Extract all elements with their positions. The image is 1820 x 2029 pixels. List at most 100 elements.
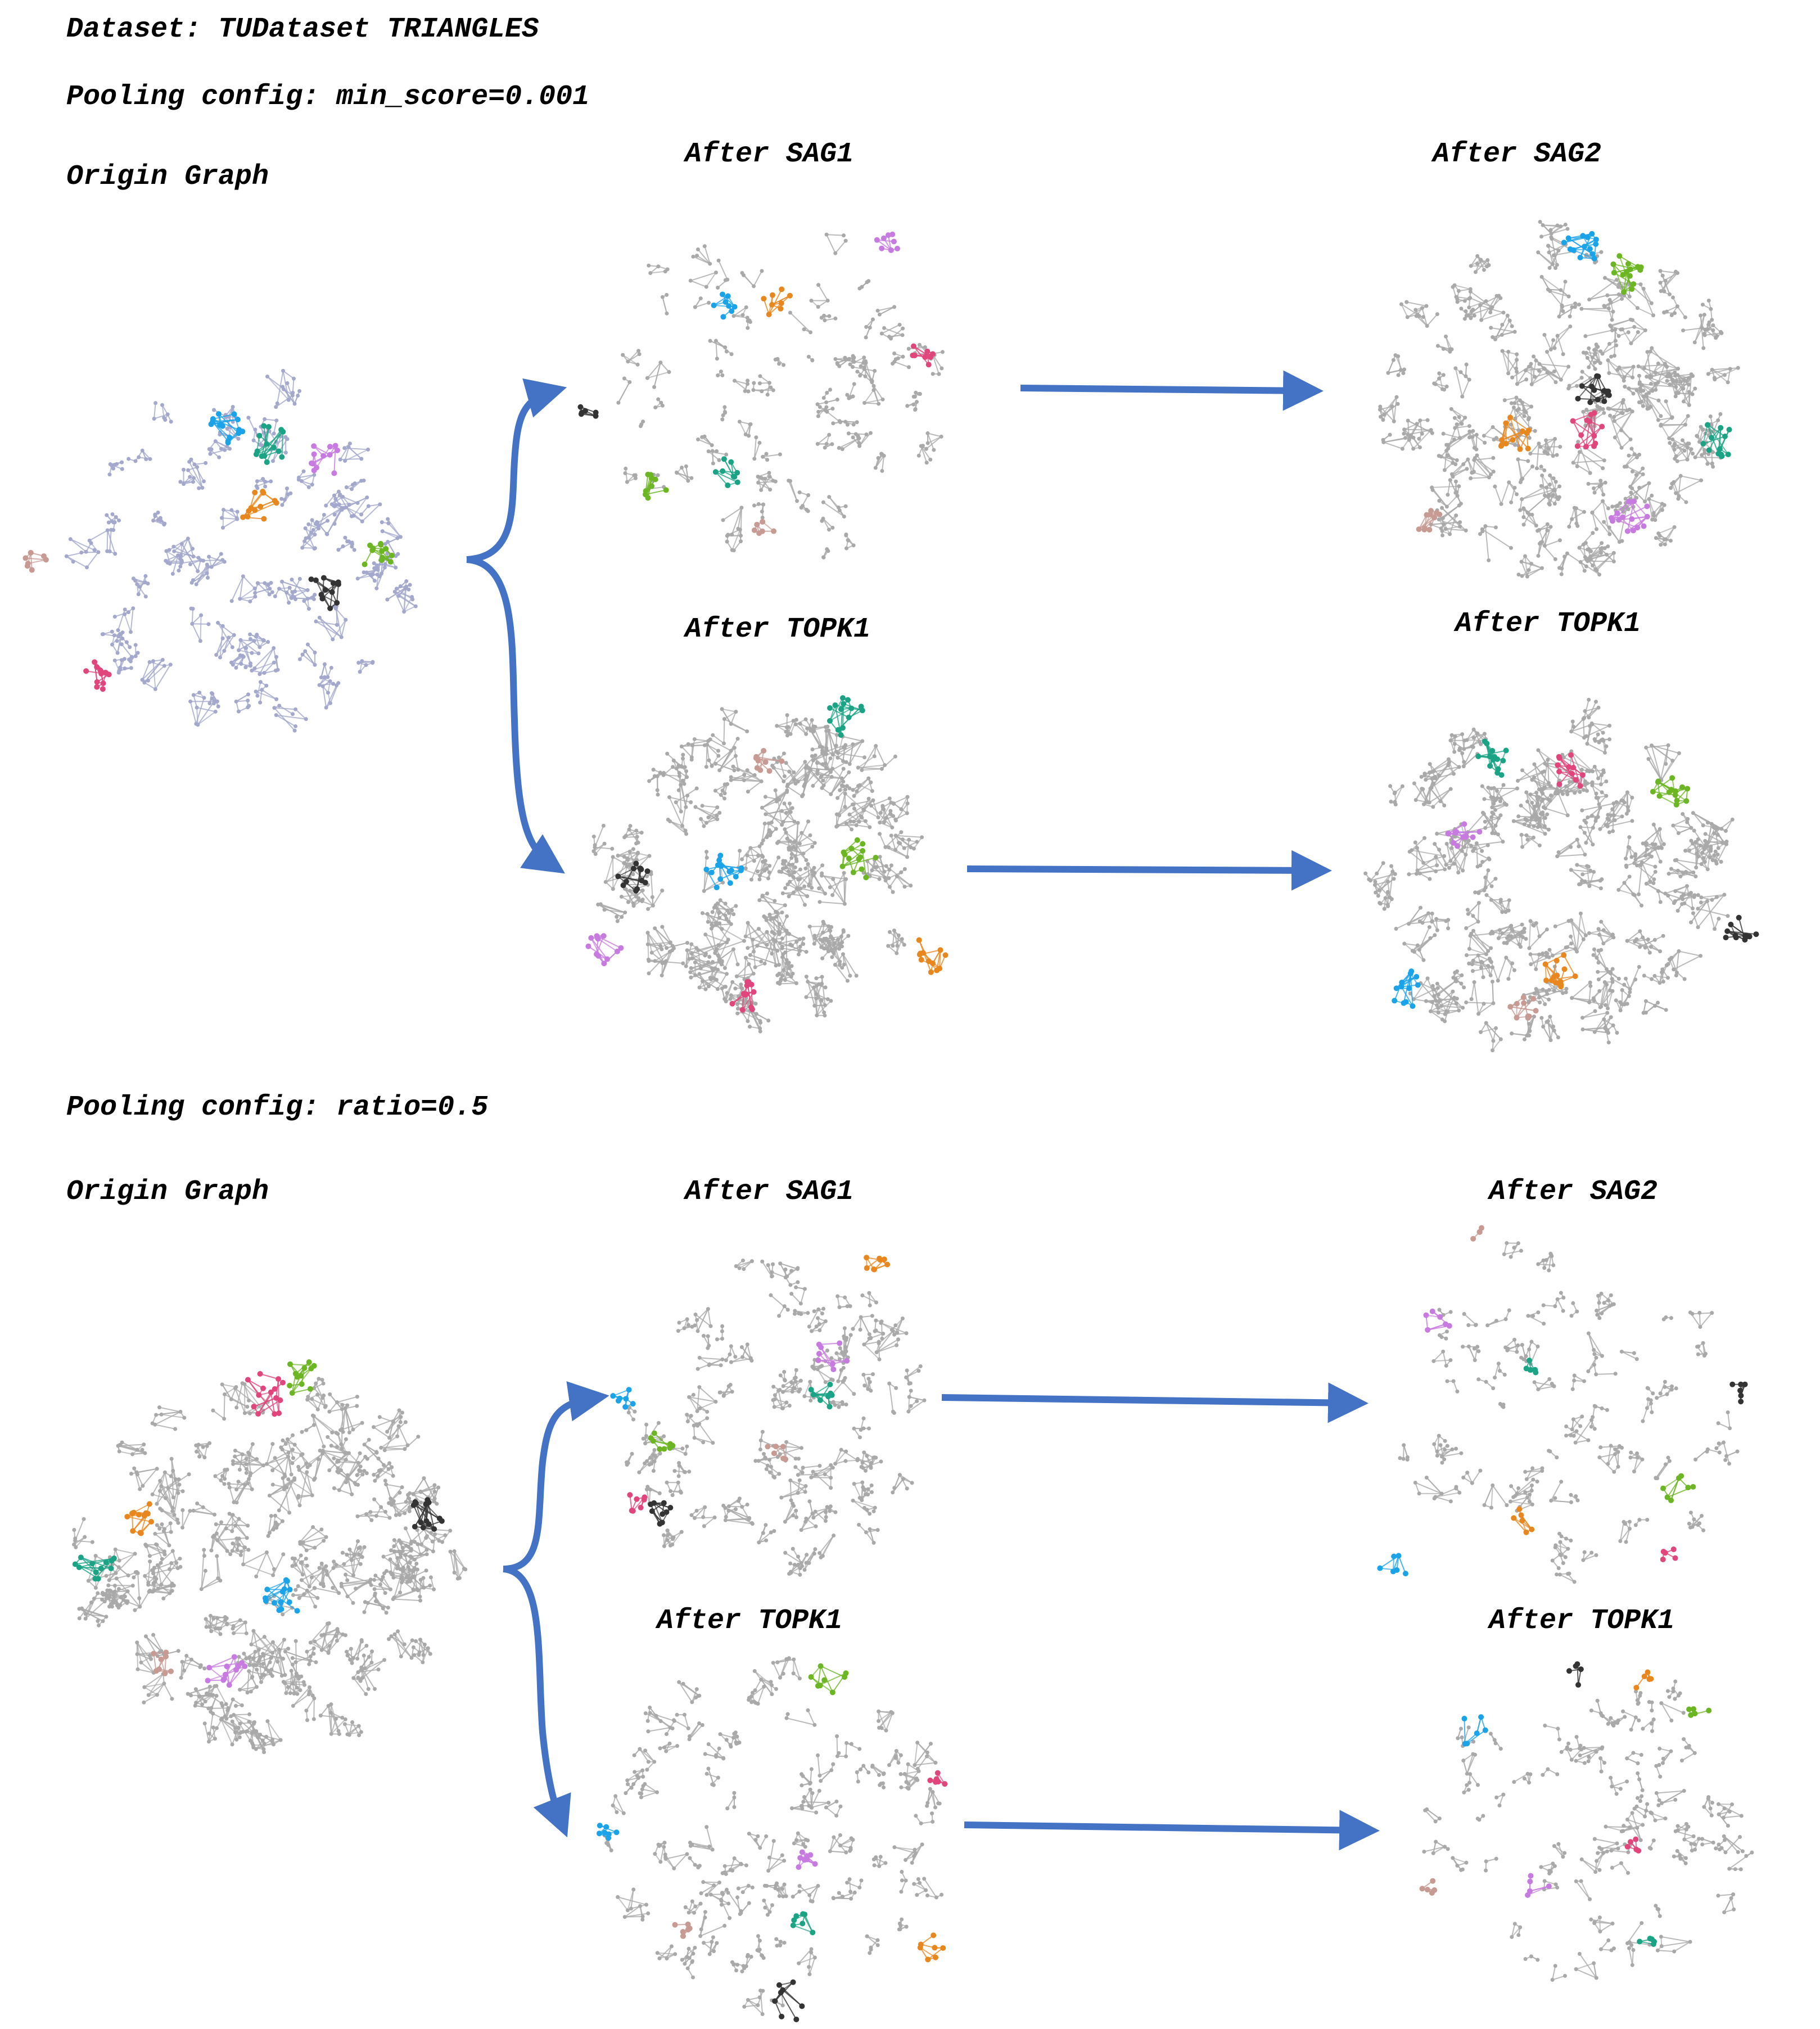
highlight-cluster-green [839,837,879,881]
graph-cluster [1589,1915,1615,1934]
graph-cluster [806,354,815,363]
branch-arrow-sag1-1 [466,378,567,563]
graph-cluster [1552,1842,1567,1859]
graph-cluster [1666,949,1702,981]
graph-cluster [757,891,787,914]
graph-cluster [290,1646,316,1666]
graph-cluster [1706,366,1740,385]
graph-cluster [265,368,296,409]
graph-cluster [1467,1772,1480,1787]
graph-cluster [920,431,943,452]
graph-cluster [1544,1252,1553,1273]
graph-cluster [785,768,813,799]
graph-cluster [1589,1404,1609,1429]
graph-cluster [1540,473,1560,506]
graph-cluster [254,477,273,490]
graph-cluster [1516,758,1553,794]
graph-cluster [1407,836,1447,876]
graph-cluster [736,1883,755,1895]
highlight-cluster-blue [703,853,744,891]
graph-cluster [685,1413,700,1428]
graph-cluster [848,355,866,368]
graph-cluster [1654,1904,1662,1918]
graph-cluster [788,310,813,335]
graph-cluster [272,704,308,733]
graph-cluster [787,831,817,858]
graph-cluster [815,398,839,407]
graph-cluster [892,351,905,362]
graph-cluster [1402,925,1437,962]
graph-cluster [179,1653,207,1680]
graph-cluster [1462,1783,1471,1794]
graph-cluster [756,1949,766,1960]
graph-cluster [1625,929,1665,955]
graph-cluster [1473,868,1498,895]
graph-cluster [1406,418,1434,442]
graph-cluster [905,400,919,412]
graph-cluster [189,606,211,643]
graph-cluster [186,457,208,490]
graph-cluster [1521,988,1550,1005]
graph-cluster [1570,1373,1587,1391]
graph-cluster [851,1498,877,1516]
graph-cluster [1524,790,1547,828]
graph-cluster [891,795,910,823]
graph-cluster [898,1772,920,1791]
highlight-cluster-orange [1498,414,1532,452]
graph-cluster [616,1887,649,1913]
graph-cluster [1689,1837,1701,1853]
graph-cluster [1512,1771,1533,1785]
graph-cluster [1647,1838,1656,1851]
graph-cluster [1600,1713,1616,1728]
graph-cluster [689,1505,717,1528]
graph-cluster [395,1553,428,1593]
graph-cluster [1673,1821,1697,1847]
graph-cluster [1606,1715,1627,1726]
graph-cluster [129,1466,159,1491]
graph-cluster [1461,1752,1477,1776]
graph-cluster [150,1405,187,1431]
graph-cluster [1485,1308,1511,1328]
graph-cluster [1555,837,1587,859]
highlight-cluster-teal [1475,738,1509,778]
graph-cluster [836,1365,846,1383]
graph-cluster [871,1855,888,1868]
s1-sag2-graph [1378,219,1740,579]
section-2-topk1-a-label: After TOPK1 [657,1605,843,1637]
graph-cluster [1632,1802,1653,1819]
graph-cluster [665,1480,683,1498]
graph-cluster [1581,345,1600,371]
graph-cluster [647,768,665,797]
graph-cluster [1636,1771,1645,1792]
graph-cluster [1614,988,1632,1013]
s2-origin-graph [72,1359,468,1755]
section-1-topk1-b-label: After TOPK1 [1455,608,1641,640]
graph-cluster [836,779,852,800]
graph-cluster [245,1720,274,1755]
graph-cluster [693,1307,713,1333]
graph-cluster [784,1708,817,1727]
graph-cluster [143,1542,167,1561]
graph-cluster [390,1499,413,1517]
graph-cluster [801,1787,831,1810]
highlight-cluster-pink [245,1371,286,1417]
graph-cluster [230,1536,251,1557]
graph-cluster [787,479,799,503]
highlight-cluster-brown [751,518,777,536]
graph-cluster [1579,1849,1609,1874]
graph-cluster [783,1546,809,1571]
highlight-cluster-pink [1660,1546,1678,1563]
graph-cluster [1670,437,1695,463]
graph-cluster [861,1372,875,1393]
graph-cluster [688,1856,702,1870]
graph-cluster [308,1621,340,1655]
graph-cluster [1461,1344,1481,1363]
graph-cluster [1510,1014,1537,1041]
graph-cluster [1570,1414,1584,1432]
section-2-config: Pooling config: ratio=0.5 [66,1092,489,1124]
highlight-cluster-teal [253,423,286,465]
branch-arrow-topk1-2 [503,1566,571,1838]
highlight-cluster-brown [672,1921,693,1939]
graph-cluster [1608,964,1641,991]
graph-cluster [166,1457,191,1500]
